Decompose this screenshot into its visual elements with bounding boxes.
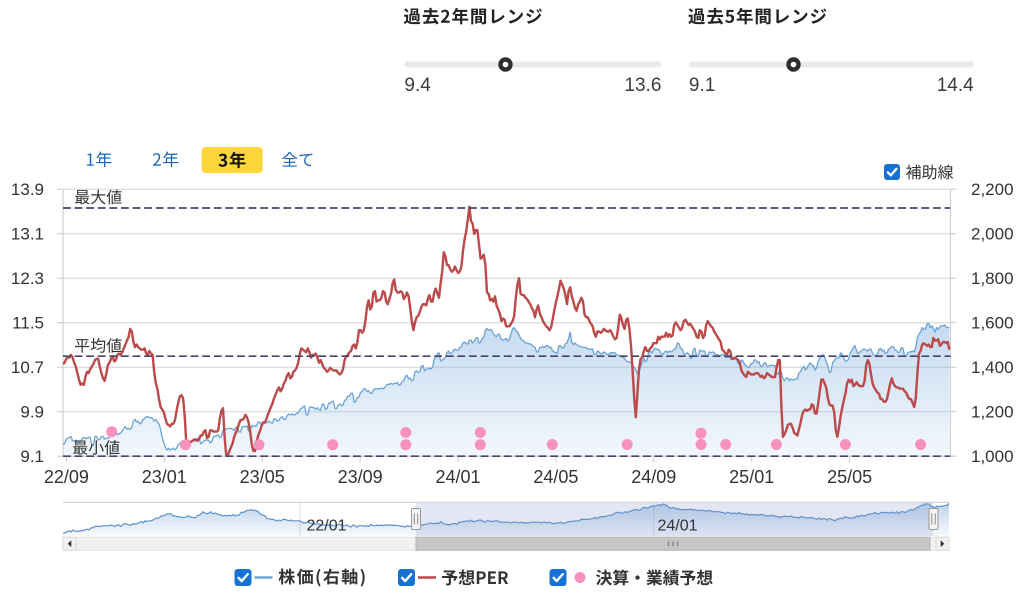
svg-text:12.3: 12.3 (11, 269, 44, 288)
svg-text:9.4: 9.4 (404, 75, 431, 96)
svg-text:10.7: 10.7 (11, 358, 44, 377)
svg-text:13.1: 13.1 (11, 225, 44, 244)
svg-text:14.4: 14.4 (937, 75, 974, 96)
svg-text:22/01: 22/01 (307, 518, 347, 535)
svg-text:24/01: 24/01 (658, 518, 698, 535)
svg-text:13.6: 13.6 (624, 75, 661, 96)
svg-text:1,600: 1,600 (971, 314, 1014, 333)
svg-text:11.5: 11.5 (12, 314, 44, 333)
svg-text:1,800: 1,800 (971, 269, 1014, 288)
svg-text:23/09: 23/09 (338, 467, 383, 487)
svg-text:13.9: 13.9 (11, 180, 44, 199)
svg-text:1,200: 1,200 (971, 403, 1014, 422)
svg-text:24/01: 24/01 (435, 467, 480, 487)
svg-text:22/09: 22/09 (44, 467, 89, 487)
svg-text:1,000: 1,000 (971, 447, 1014, 466)
svg-text:24/05: 24/05 (533, 467, 578, 487)
svg-text:1,400: 1,400 (971, 358, 1014, 377)
svg-text:25/05: 25/05 (827, 467, 872, 487)
svg-text:9.1: 9.1 (20, 447, 44, 466)
svg-text:9.9: 9.9 (20, 403, 44, 422)
svg-text:23/01: 23/01 (142, 467, 187, 487)
svg-text:25/01: 25/01 (729, 467, 774, 487)
svg-text:2,200: 2,200 (971, 180, 1014, 199)
svg-text:24/09: 24/09 (631, 467, 676, 487)
svg-text:23/05: 23/05 (240, 467, 285, 487)
svg-text:2,000: 2,000 (971, 225, 1014, 244)
svg-text:9.1: 9.1 (689, 75, 715, 96)
